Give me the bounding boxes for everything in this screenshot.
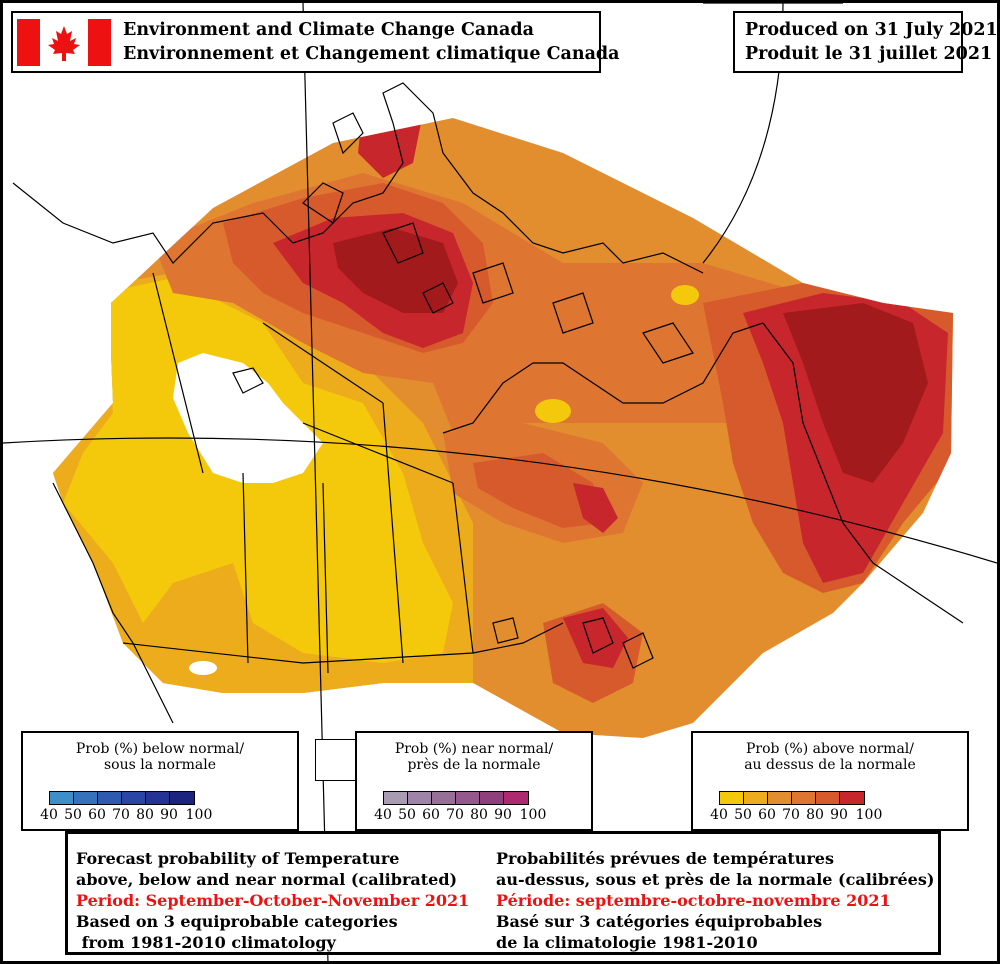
ramp-swatch (504, 792, 528, 804)
produced-date-en: Produced on 31 July 2021 (745, 20, 998, 40)
legend-above-normal: Prob (%) above normal/ au dessus de la n… (691, 731, 969, 831)
ramp-swatch (50, 792, 74, 804)
ramp-tick-label: 60 (88, 807, 106, 823)
color-ramp (49, 791, 195, 805)
ramp-swatch (720, 792, 744, 804)
info-period: Période: septembre-octobre-novembre 2021 (496, 891, 891, 910)
ramp-tick-label: 80 (470, 807, 488, 823)
ramp-tick-label: 50 (734, 807, 752, 823)
coast-hudson (442, 322, 764, 434)
field-40-hudson (535, 399, 571, 423)
ramp-tick-label: 40 (710, 807, 728, 823)
ramp-swatch (384, 792, 408, 804)
legend-below-normal: Prob (%) below normal/ sous la normale 4… (21, 731, 299, 831)
ramp-tick-label: 50 (64, 807, 82, 823)
ramp-swatch (840, 792, 864, 804)
coast-north (12, 82, 704, 274)
produced-date-box: Produced on 31 July 2021 Produit le 31 j… (733, 11, 997, 73)
ramp-swatch (456, 792, 480, 804)
ramp-swatch (74, 792, 98, 804)
ramp-tick-label: 50 (398, 807, 416, 823)
agency-name-en: Environment and Climate Change Canada (123, 20, 534, 40)
field-40-baffin (671, 285, 699, 305)
ramp-tick-label: 40 (374, 807, 392, 823)
ramp-tick-label: 70 (112, 807, 130, 823)
ramp-tick-label: 90 (160, 807, 178, 823)
ramp-tick-label: 80 (136, 807, 154, 823)
inset-box (315, 739, 357, 781)
agency-header: Environment and Climate Change Canada En… (11, 11, 619, 73)
field-90-central (573, 483, 618, 533)
meridian-west (302, 3, 329, 961)
legend-title: Prob (%) below normal/ (75, 741, 245, 757)
ramp-swatch (816, 792, 840, 804)
coast-west (52, 482, 174, 724)
ramp-tick-label: 90 (494, 807, 512, 823)
legend-near-normal: Prob (%) near normal/ près de la normale… (355, 731, 593, 831)
color-ramp (383, 791, 529, 805)
info-title: Probabilités prévues de températures (496, 849, 834, 868)
arc-boundary (3, 437, 997, 564)
info-period: Period: September-October-November 2021 (76, 891, 470, 910)
ramp-tick-label: 100 (855, 807, 883, 823)
ramp-swatch (146, 792, 170, 804)
color-ramp (719, 791, 865, 805)
ramp-swatch (122, 792, 146, 804)
field-90-lakes (563, 608, 628, 668)
ramp-tick-label: 60 (758, 807, 776, 823)
info-subtitle: au-dessus, sous et près de la normale (c… (496, 870, 935, 889)
legend-title: Prob (%) near normal/ (394, 741, 554, 757)
info-climatology: de la climatologie 1981-2010 (496, 933, 758, 952)
islands-arctic (302, 112, 694, 364)
legend-subtitle: au dessus de la normale (744, 757, 916, 773)
ramp-swatch (408, 792, 432, 804)
ramp-swatch (432, 792, 456, 804)
forecast-info-en: Forecast probability of Temperature abov… (76, 848, 469, 953)
forecast-info-box: Forecast probability of Temperature abov… (65, 831, 941, 955)
info-basis: Basé sur 3 catégories équiprobables (496, 912, 823, 931)
ramp-tick-label: 80 (806, 807, 824, 823)
forecast-info-fr: Probabilités prévues de températures au-… (496, 848, 934, 953)
field-none-bc (189, 661, 217, 675)
ramp-swatch (480, 792, 504, 804)
ramp-tick-label: 70 (782, 807, 800, 823)
lakes (232, 367, 654, 669)
border-provinces (242, 402, 474, 674)
coast-east (762, 322, 964, 624)
info-title: Forecast probability of Temperature (76, 849, 400, 868)
ramp-tick-label: 40 (40, 807, 58, 823)
border-territories (152, 272, 454, 484)
canada-flag-icon (17, 19, 111, 66)
forecast-map (3, 3, 997, 961)
legend-subtitle: sous la normale (103, 757, 217, 773)
info-subtitle: above, below and near normal (calibrated… (76, 870, 458, 889)
legend-title: Prob (%) above normal/ (746, 741, 914, 757)
agency-name-fr: Environnement et Changement climatique C… (123, 44, 620, 64)
field-100-east (783, 303, 928, 483)
ramp-tick-label: 70 (446, 807, 464, 823)
ramp-swatch (744, 792, 768, 804)
ramp-tick-label: 100 (519, 807, 547, 823)
info-climatology: from 1981-2010 climatology (76, 933, 336, 952)
info-basis: Based on 3 equiprobable categories (76, 912, 398, 931)
field-80-central (473, 453, 603, 528)
field-90-ellesmere (358, 118, 423, 178)
ramp-swatch (768, 792, 792, 804)
field-none-yukon (173, 353, 323, 483)
produced-date-fr: Produit le 31 juillet 2021 (745, 44, 993, 64)
geography-lines (3, 3, 997, 961)
ramp-tick-label: 100 (185, 807, 213, 823)
ramp-swatch (98, 792, 122, 804)
ramp-tick-label: 90 (830, 807, 848, 823)
ramp-tick-label: 60 (422, 807, 440, 823)
ramp-swatch (792, 792, 816, 804)
ramp-swatch (170, 792, 194, 804)
legend-subtitle: près de la normale (407, 757, 541, 773)
